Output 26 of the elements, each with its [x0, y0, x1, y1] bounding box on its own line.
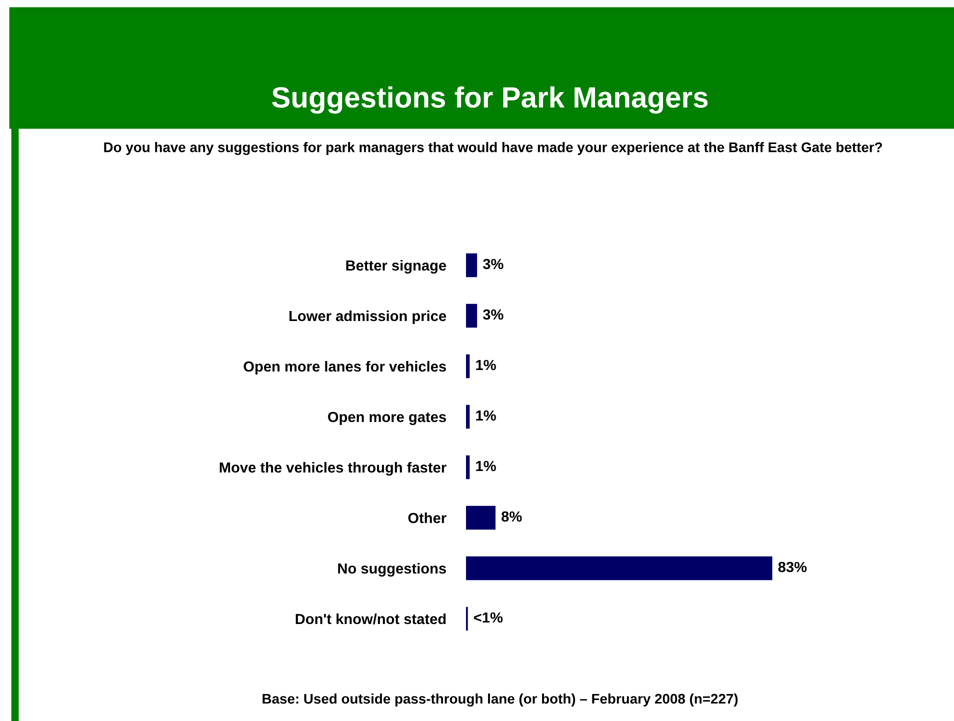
data-label: 8% — [502, 511, 522, 522]
y-tick-label: Open more lanes for vehicles — [244, 360, 446, 375]
chart-subtitle: Do you have any suggestions for park managers that would have made your experience at the Banff East Gate better? — [104, 142, 882, 156]
data-label: <1% — [474, 612, 503, 623]
y-tick-label: No suggestions — [338, 562, 446, 577]
y-tick-label: Open more gates — [328, 412, 446, 426]
data-label: 3% — [482, 309, 504, 320]
data-label: 83% — [778, 562, 807, 572]
bar — [466, 304, 478, 328]
data-label: 1% — [476, 410, 496, 421]
chart-title: Suggestions for Park Managers — [272, 86, 708, 114]
data-label: 1% — [476, 460, 496, 472]
y-tick-label: Lower admission price — [290, 310, 446, 324]
y-tick-label: Better signage — [346, 260, 446, 274]
text: Base: Used outside pass-through lane (or both) – February 2008 (n=227) — [262, 693, 738, 707]
bar — [466, 506, 496, 530]
bar — [466, 455, 470, 480]
y-tick-label: Don't know/not stated — [296, 613, 446, 624]
data-label: 1% — [476, 360, 496, 370]
data-label: 3% — [482, 258, 504, 270]
y-tick-label: Move the vehicles through faster — [220, 462, 446, 476]
y-tick-label: Other — [408, 512, 446, 524]
bar — [466, 404, 470, 429]
bar — [466, 354, 470, 378]
bar — [466, 253, 478, 278]
bar — [466, 556, 772, 580]
